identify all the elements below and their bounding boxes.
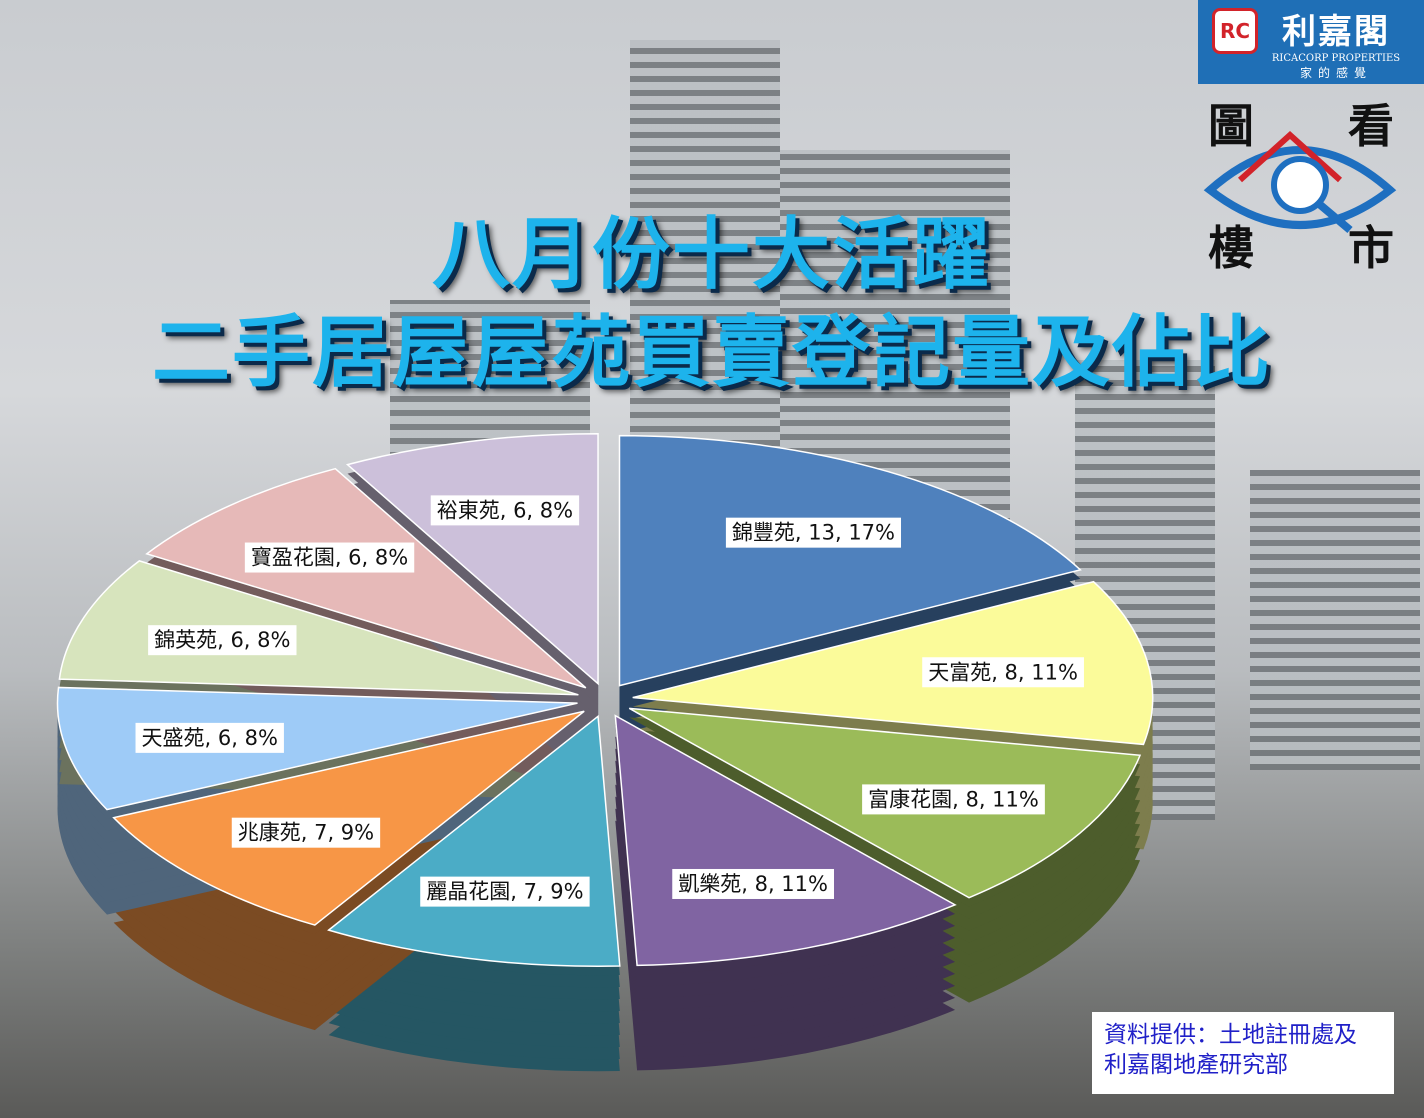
pie-slice: [58, 560, 579, 696]
badge-char: 圖: [1208, 99, 1254, 153]
data-label-box: [672, 868, 835, 899]
logo-name-en: RICACORP PROPERTIES: [1271, 53, 1401, 64]
data-label: 天盛苑, 6, 8%: [142, 726, 278, 750]
eye-badge-logo: 圖 看 樓 市: [1200, 90, 1400, 275]
data-source-note: 資料提供：土地註冊處及 利嘉閣地產研究部: [1092, 1012, 1394, 1094]
data-label-box: [231, 817, 381, 848]
data-label: 天富苑, 8, 11%: [928, 660, 1078, 684]
rc-logo-icon: RC: [1212, 8, 1258, 54]
pie-slice: [145, 467, 587, 689]
badge-char: 市: [1348, 221, 1394, 275]
pie-slice: [614, 714, 957, 967]
pie-slice: [618, 434, 1082, 687]
data-label-box: [430, 495, 580, 526]
source-line-2: 利嘉閣地產研究部: [1104, 1052, 1288, 1078]
data-label: 錦豐苑, 13, 17%: [732, 521, 895, 545]
background-building: [1250, 470, 1420, 770]
data-label-box: [420, 876, 590, 907]
data-label-box: [922, 657, 1084, 688]
data-label-box: [862, 784, 1045, 815]
logo-slogan: 家的感覺: [1299, 66, 1372, 80]
data-label-box: [148, 625, 297, 656]
ricacorp-logo: RC 利嘉閣 RICACORP PROPERTIES 家的感覺: [1198, 0, 1424, 84]
eye-icon: [1203, 130, 1397, 234]
data-label: 兆康苑, 7, 9%: [238, 821, 374, 845]
chart-title-line-2: 二手居屋屋苑買賣登記量及佔比: [151, 308, 1272, 398]
data-label-box: [725, 517, 902, 548]
data-label: 裕東苑, 6, 8%: [437, 498, 573, 522]
pie-slice: [632, 580, 1154, 746]
badge-char: 看: [1348, 99, 1394, 153]
data-label: 麗晶花園, 7, 9%: [426, 880, 583, 904]
logo-name-cn: 利嘉閣: [1282, 12, 1390, 52]
data-label: 富康花園, 8, 11%: [868, 787, 1039, 811]
badge-char: 樓: [1208, 221, 1254, 275]
chart-title-line-1: 八月份十大活躍: [431, 210, 992, 300]
data-label: 錦英苑, 6, 8%: [154, 628, 290, 652]
data-label: 寶盈花園, 6, 8%: [251, 546, 408, 570]
data-label-box: [244, 542, 415, 573]
source-line-1: 資料提供：土地註冊處及: [1104, 1022, 1357, 1048]
data-label-box: [135, 722, 284, 753]
data-label: 凱樂苑, 8, 11%: [678, 872, 828, 896]
pie-slice: [56, 686, 578, 811]
